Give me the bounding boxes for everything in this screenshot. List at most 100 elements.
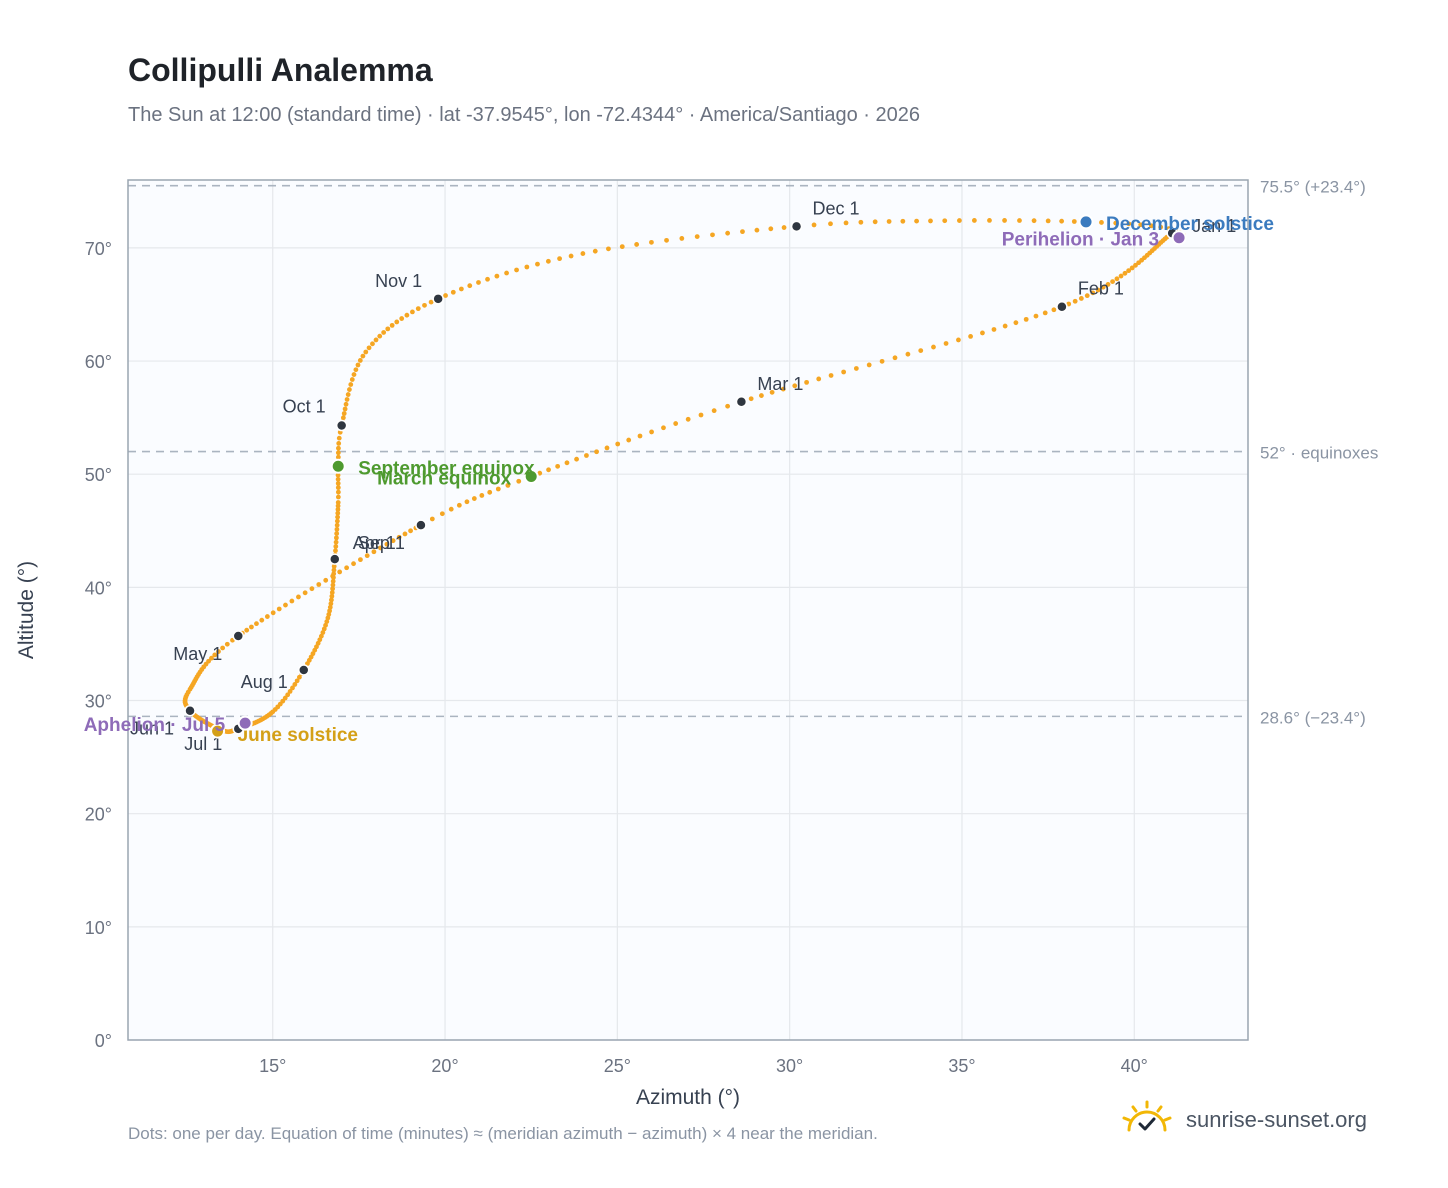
daily-sun-dot bbox=[399, 316, 405, 321]
daily-sun-dot bbox=[334, 522, 340, 528]
daily-sun-dot bbox=[479, 493, 485, 498]
daily-sun-dot bbox=[296, 674, 302, 680]
daily-sun-dot bbox=[429, 516, 435, 522]
daily-sun-dot bbox=[485, 276, 490, 282]
event-label: Perihelion · Jan 3 bbox=[1002, 230, 1159, 251]
daily-sun-dot bbox=[1033, 313, 1039, 319]
daily-sun-dot bbox=[886, 219, 892, 224]
daily-sun-dot bbox=[330, 582, 336, 588]
daily-sun-dot bbox=[333, 548, 338, 554]
event-label: March equinox bbox=[377, 468, 512, 489]
month-marker bbox=[232, 630, 245, 642]
daily-sun-dot bbox=[942, 218, 948, 224]
daily-sun-dot bbox=[344, 397, 350, 402]
daily-sun-dot bbox=[371, 549, 377, 555]
month-marker bbox=[335, 419, 348, 432]
daily-sun-dot bbox=[385, 326, 391, 332]
daily-sun-dot bbox=[327, 604, 333, 610]
daily-sun-dot bbox=[464, 499, 470, 505]
daily-sun-dot bbox=[287, 689, 293, 694]
daily-sun-dot bbox=[943, 341, 949, 346]
daily-sun-dot bbox=[335, 489, 341, 495]
x-tick-label: 25° bbox=[604, 1056, 631, 1076]
event-marker bbox=[523, 468, 539, 484]
month-marker bbox=[184, 704, 196, 717]
daily-sun-dot bbox=[422, 302, 427, 308]
event-label: September equinox bbox=[358, 458, 535, 479]
daily-sun-dot bbox=[545, 258, 551, 264]
daily-sun-dot bbox=[1114, 276, 1120, 282]
daily-sun-dot bbox=[335, 510, 341, 516]
y-tick-label: 10° bbox=[85, 918, 112, 938]
daily-sun-dot bbox=[1090, 290, 1096, 296]
daily-sun-dot bbox=[759, 393, 764, 398]
reference-line-label: 75.5° (+23.4°) bbox=[1260, 178, 1366, 197]
event-label: June solstice bbox=[238, 725, 358, 746]
daily-sun-dot bbox=[331, 571, 337, 577]
daily-sun-dot bbox=[1105, 282, 1111, 287]
daily-sun-dot bbox=[363, 349, 369, 355]
daily-sun-dot bbox=[321, 626, 327, 632]
month-label: Oct 1 bbox=[283, 397, 326, 417]
daily-sun-dot bbox=[320, 630, 326, 635]
daily-sun-dot bbox=[968, 334, 973, 339]
daily-sun-dot bbox=[811, 222, 817, 228]
daily-sun-dot bbox=[1122, 270, 1128, 276]
x-tick-label: 20° bbox=[431, 1056, 458, 1076]
daily-sun-dot bbox=[329, 590, 335, 595]
daily-sun-dot bbox=[1126, 268, 1132, 274]
sun-check-icon bbox=[1122, 1100, 1172, 1132]
daily-sun-dot bbox=[1118, 273, 1124, 279]
daily-sun-dot bbox=[220, 645, 226, 651]
daily-sun-dot bbox=[1113, 220, 1119, 226]
daily-sun-dot bbox=[495, 486, 501, 492]
y-axis-ticks: 0° 10° 20° 30° 40° 50° 60° 70° bbox=[85, 239, 112, 1051]
daily-sun-dot bbox=[456, 502, 462, 508]
month-label: Jun 1 bbox=[130, 719, 174, 739]
daily-sun-dot bbox=[335, 481, 341, 486]
month-marker bbox=[329, 553, 341, 565]
daily-sun-dot bbox=[514, 267, 519, 273]
daily-sun-dot bbox=[348, 382, 354, 387]
daily-sun-dot bbox=[289, 598, 295, 604]
daily-sun-dot bbox=[568, 253, 574, 259]
daily-sun-dot bbox=[336, 435, 342, 441]
daily-sun-dot bbox=[410, 309, 415, 315]
daily-sun-dot bbox=[574, 456, 579, 462]
daily-sun-dot bbox=[378, 545, 383, 551]
brand[interactable]: sunrise-sunset.org bbox=[1120, 1100, 1367, 1140]
y-tick-label: 0° bbox=[95, 1031, 112, 1051]
daily-sun-dot bbox=[524, 264, 530, 270]
daily-sun-dot bbox=[557, 256, 562, 262]
daily-sun-dot bbox=[336, 445, 341, 451]
daily-sun-dot bbox=[335, 450, 341, 456]
month-marker bbox=[415, 519, 427, 531]
month-label: Jul 1 bbox=[184, 734, 222, 754]
daily-sun-dot bbox=[537, 470, 543, 476]
event-marker bbox=[237, 715, 253, 731]
daily-sun-dot bbox=[402, 531, 408, 537]
daily-sun-dot bbox=[283, 602, 288, 608]
daily-sun-dot bbox=[347, 387, 352, 392]
daily-sun-dot bbox=[270, 610, 276, 616]
daily-sun-dot bbox=[592, 248, 598, 254]
daily-sun-dot bbox=[328, 601, 334, 607]
daily-sun-dot bbox=[804, 379, 809, 385]
daily-sun-dot bbox=[494, 273, 500, 279]
daily-sun-dot bbox=[931, 344, 936, 350]
daily-sun-dot bbox=[448, 506, 454, 512]
daily-sun-dot bbox=[329, 597, 334, 603]
daily-sun-dot bbox=[866, 362, 872, 368]
daily-sun-dot bbox=[748, 396, 754, 402]
daily-sun-dot bbox=[828, 373, 834, 378]
daily-sun-dot bbox=[1099, 220, 1104, 225]
daily-sun-dot bbox=[1002, 218, 1007, 223]
x-tick-label: 35° bbox=[948, 1056, 975, 1076]
daily-sun-dot bbox=[661, 425, 666, 431]
daily-sun-dot bbox=[342, 406, 348, 412]
x-tick-label: 15° bbox=[259, 1056, 286, 1076]
daily-sun-dot bbox=[355, 362, 361, 368]
daily-sun-dot bbox=[351, 561, 356, 567]
event-marker bbox=[1171, 230, 1187, 246]
daily-sun-dot bbox=[516, 478, 522, 484]
